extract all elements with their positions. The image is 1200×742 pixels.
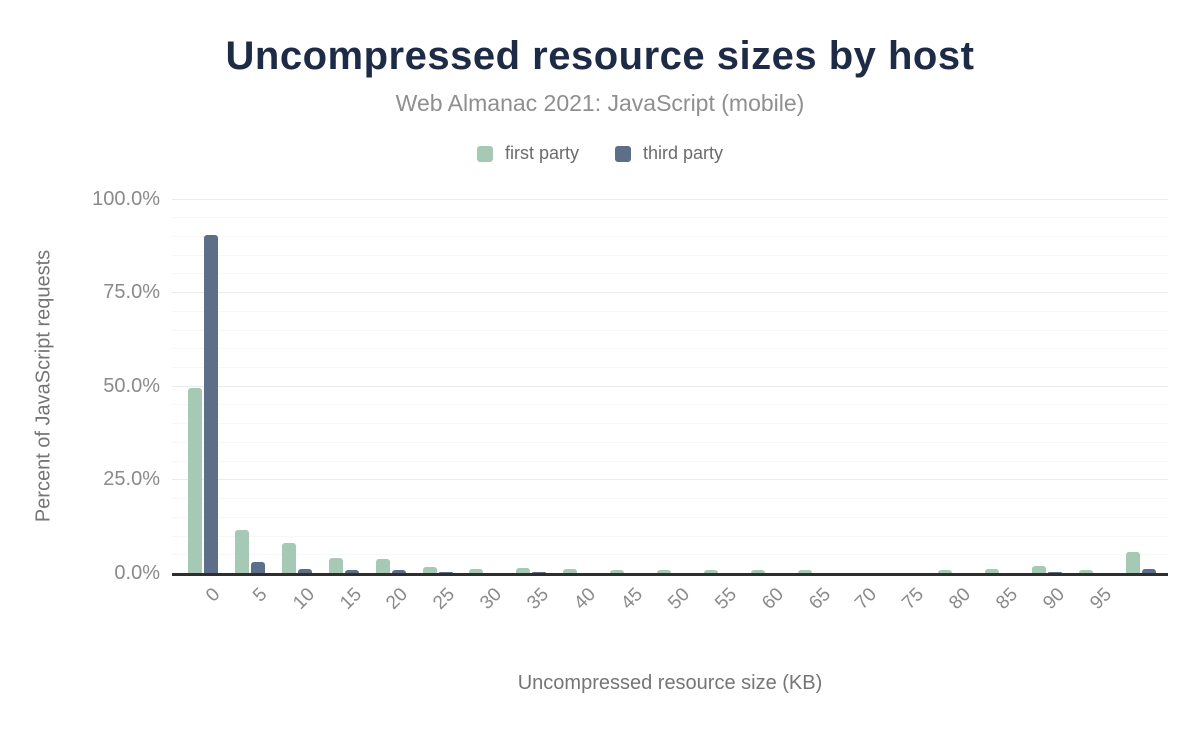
bar-first-party-20[interactable] xyxy=(375,558,390,573)
bar-first-party-100plus[interactable] xyxy=(1126,551,1140,573)
x-tick-label: 15 xyxy=(335,584,366,614)
first-party-swatch-icon xyxy=(476,145,493,162)
bar-first-party-5[interactable] xyxy=(234,529,249,573)
minor-gridline xyxy=(172,441,1168,443)
x-tick-label: 90 xyxy=(1039,584,1070,614)
chart-title: Uncompressed resource sizes by host xyxy=(225,34,975,78)
bar-third-party-100plus[interactable] xyxy=(1142,568,1156,573)
legend: first party third party xyxy=(0,143,1200,164)
bar-third-party-10[interactable] xyxy=(297,569,312,573)
minor-gridline xyxy=(172,217,1168,219)
minor-gridline xyxy=(172,254,1168,256)
minor-gridline xyxy=(172,273,1168,275)
x-tick-label: 20 xyxy=(382,584,413,614)
y-tick-label: 25.0% xyxy=(103,468,160,491)
minor-gridline xyxy=(172,498,1168,500)
bar-third-party-0[interactable] xyxy=(204,234,218,573)
bar-first-party-0[interactable] xyxy=(188,387,202,573)
x-tick-label: 60 xyxy=(757,584,788,614)
x-axis-title: Uncompressed resource size (KB) xyxy=(517,672,823,694)
minor-gridline xyxy=(172,460,1168,462)
bar-first-party-60[interactable] xyxy=(750,570,765,573)
x-tick-label: 75 xyxy=(898,584,929,614)
bar-first-party-35[interactable] xyxy=(516,568,531,573)
bar-first-party-80[interactable] xyxy=(938,570,953,573)
legend-item-third-party[interactable]: third party xyxy=(614,143,724,164)
major-gridline xyxy=(172,479,1168,481)
y-tick-label: 100.0% xyxy=(92,187,160,210)
major-gridline xyxy=(172,198,1168,200)
x-tick-label: 85 xyxy=(992,584,1023,614)
x-tick-label: 55 xyxy=(710,584,741,614)
x-tick-label: 10 xyxy=(288,584,319,614)
legend-item-first-party[interactable]: first party xyxy=(476,143,579,164)
minor-gridline xyxy=(172,404,1168,406)
x-tick-label: 30 xyxy=(476,584,507,614)
bar-third-party-5[interactable] xyxy=(250,561,265,573)
bar-first-party-85[interactable] xyxy=(985,569,1000,573)
bar-first-party-30[interactable] xyxy=(469,569,484,573)
chart-subtitle: Web Almanac 2021: JavaScript (mobile) xyxy=(395,90,805,116)
bar-first-party-90[interactable] xyxy=(1032,565,1047,573)
bar-first-party-55[interactable] xyxy=(703,570,718,573)
minor-gridline xyxy=(172,367,1168,369)
legend-label-third-party: third party xyxy=(642,143,724,163)
major-gridline xyxy=(172,385,1168,387)
y-tick-label: 0.0% xyxy=(114,562,160,584)
minor-gridline xyxy=(172,329,1168,331)
bar-first-party-50[interactable] xyxy=(657,570,671,573)
x-tick-label: 40 xyxy=(570,584,601,614)
x-tick-label: 5 xyxy=(249,584,272,607)
minor-gridline xyxy=(172,535,1168,537)
x-tick-label: 50 xyxy=(664,584,694,614)
bar-first-party-45[interactable] xyxy=(610,570,625,573)
y-tick-label: 75.0% xyxy=(103,281,160,304)
minor-gridline xyxy=(172,348,1168,350)
minor-gridline xyxy=(172,554,1168,556)
x-tick-label: 65 xyxy=(804,584,835,614)
minor-gridline xyxy=(172,235,1168,237)
minor-gridline xyxy=(172,516,1168,518)
x-tick-label: 80 xyxy=(945,584,976,614)
bar-first-party-65[interactable] xyxy=(797,570,812,573)
x-tick-label: 45 xyxy=(617,584,647,614)
bar-first-party-40[interactable] xyxy=(563,568,578,573)
x-tick-label: 35 xyxy=(523,584,554,614)
minor-gridline xyxy=(172,310,1168,312)
minor-gridline xyxy=(172,423,1168,425)
x-tick-label: 0 xyxy=(202,584,225,607)
bar-third-party-25[interactable] xyxy=(438,572,453,573)
bar-third-party-15[interactable] xyxy=(344,569,359,573)
x-tick-label: 95 xyxy=(1086,584,1116,614)
x-tick-label: 25 xyxy=(429,584,460,614)
bar-first-party-95[interactable] xyxy=(1079,570,1094,573)
x-tick-label: 70 xyxy=(851,584,882,614)
bar-third-party-35[interactable] xyxy=(532,572,547,573)
y-tick-label: 50.0% xyxy=(103,374,160,397)
bar-first-party-25[interactable] xyxy=(422,567,437,573)
bar-third-party-20[interactable] xyxy=(391,570,406,573)
bar-third-party-90[interactable] xyxy=(1048,572,1063,573)
x-axis-line xyxy=(172,573,1168,576)
bar-first-party-10[interactable] xyxy=(281,543,296,573)
legend-label-first-party: first party xyxy=(504,143,579,163)
bar-first-party-15[interactable] xyxy=(328,558,343,573)
major-gridline xyxy=(172,292,1168,294)
third-party-swatch-icon xyxy=(614,145,631,162)
